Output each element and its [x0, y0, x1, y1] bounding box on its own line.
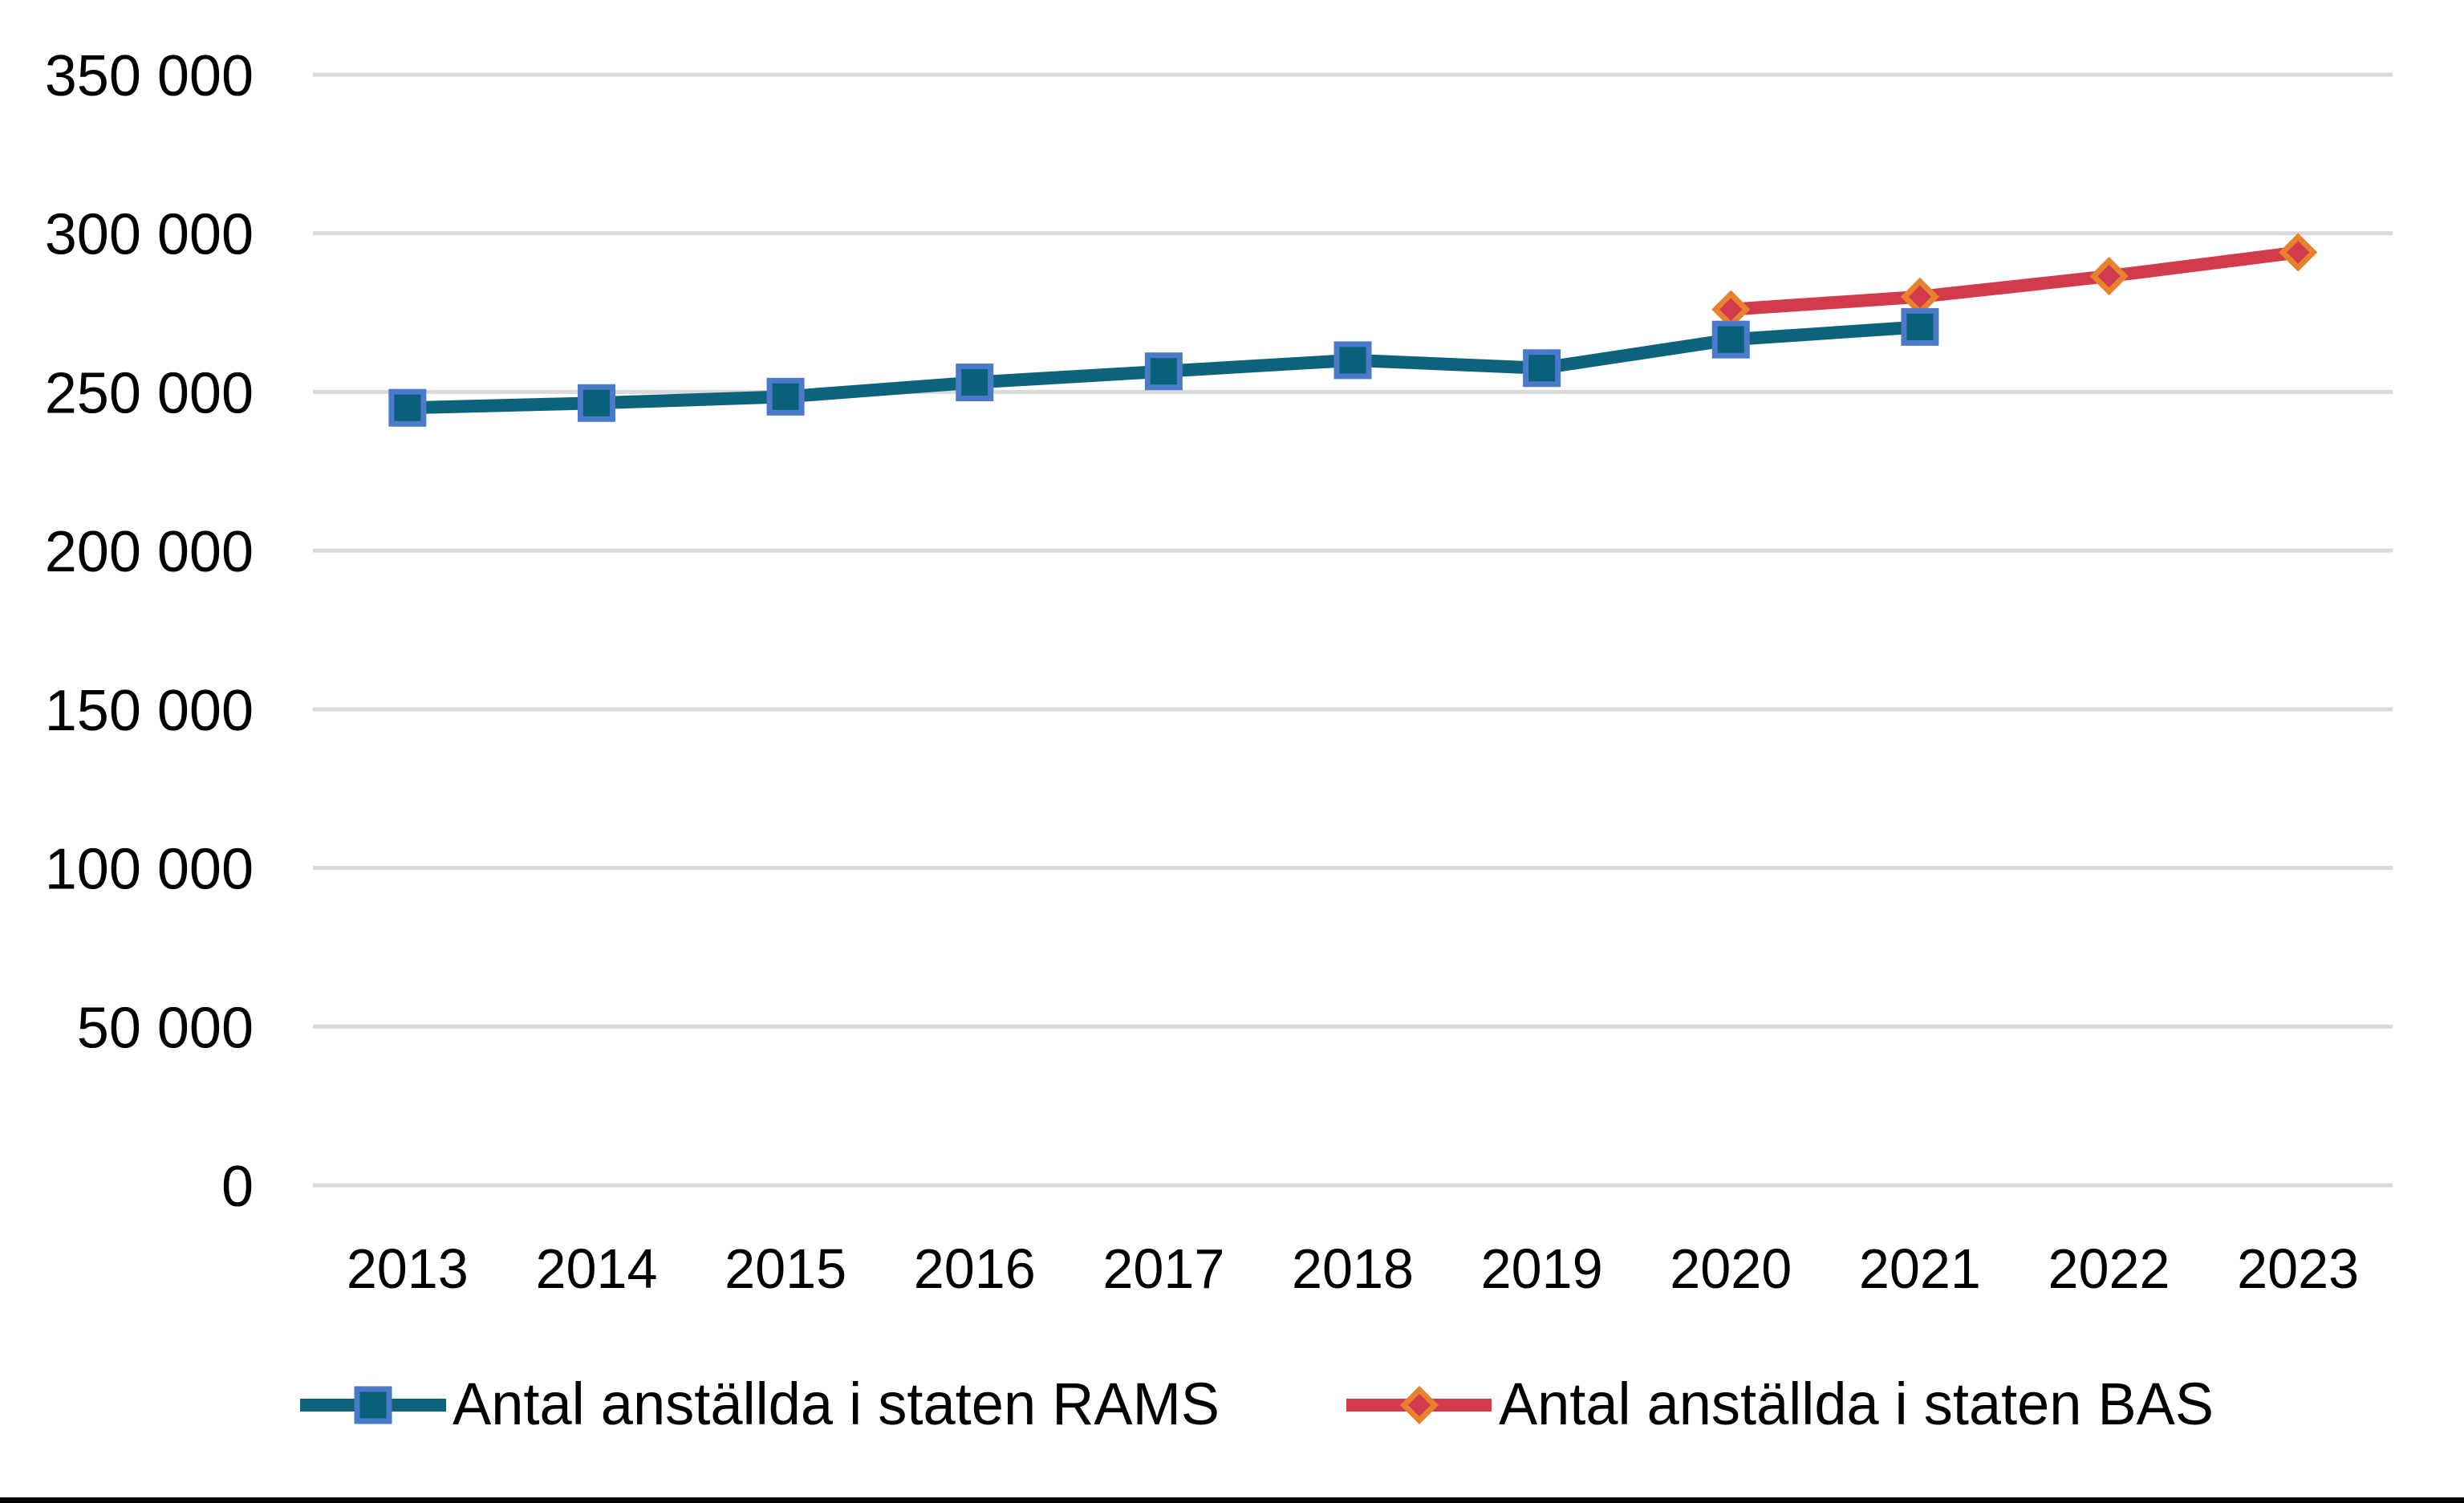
x-axis-tick-label: 2014 [535, 1237, 657, 1300]
rams-square-marker-2020 [1711, 320, 1750, 359]
y-axis-tick-label: 0 [221, 1155, 254, 1219]
bas-diamond-marker-2021 [1900, 277, 1939, 316]
x-axis-tick-label: 2018 [1292, 1237, 1414, 1300]
bas-diamond-marker-legend [1399, 1385, 1439, 1425]
x-axis-tick-label: 2013 [347, 1237, 469, 1300]
bas-diamond-marker-2023 [2279, 233, 2318, 272]
y-axis-tick-label: 200 000 [45, 520, 254, 584]
rams-square-marker-2017 [1144, 352, 1183, 391]
y-axis-tick-label: 300 000 [45, 203, 254, 267]
x-axis-tick-label: 2020 [1670, 1237, 1792, 1300]
rams-square-marker-2021 [1901, 307, 1939, 346]
x-axis-tick-label: 2015 [725, 1237, 846, 1300]
x-axis-tick-label: 2021 [1859, 1237, 1981, 1300]
rams-square-marker-2016 [956, 364, 994, 402]
x-axis-tick-label: 2022 [2048, 1237, 2170, 1300]
x-axis-tick-label: 2019 [1481, 1237, 1603, 1300]
y-axis-tick-label: 100 000 [45, 838, 254, 902]
rams-square-marker-legend [354, 1386, 392, 1424]
bas-diamond-marker-2020 [1711, 290, 1751, 329]
rams-square-marker-2019 [1523, 349, 1561, 388]
series-line-bas [1730, 246, 2300, 316]
rams-square-marker-2015 [766, 377, 805, 416]
y-axis-tick-label: 250 000 [45, 361, 254, 425]
legend-label-bas: Antal anställda i staten BAS [1499, 1371, 2214, 1437]
y-axis-tick-label: 50 000 [77, 996, 254, 1060]
bas-diamond-marker-2022 [2089, 257, 2129, 296]
rams-square-marker-2013 [388, 388, 427, 427]
x-axis-tick-label: 2017 [1102, 1237, 1224, 1300]
bottom-border [0, 1497, 2464, 1503]
legend-label-rams: Antal anställda i staten RAMS [453, 1371, 1220, 1437]
rams-square-marker-2018 [1333, 341, 1372, 380]
x-axis-tick-label: 2016 [914, 1237, 1036, 1300]
y-axis-tick-label: 150 000 [45, 679, 254, 743]
x-axis-tick-label: 2023 [2237, 1237, 2359, 1300]
rams-square-marker-2014 [577, 384, 615, 422]
y-axis-tick-label: 350 000 [45, 44, 254, 108]
